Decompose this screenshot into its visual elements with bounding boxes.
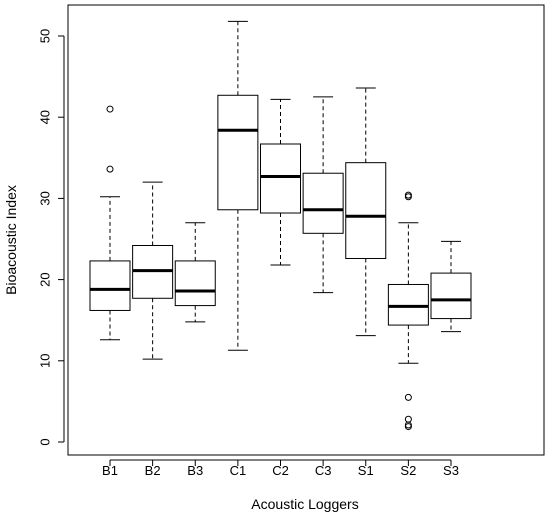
y-tick-label: 10 <box>38 354 53 368</box>
x-tick-label: C1 <box>230 463 247 478</box>
outlier-point <box>106 165 114 173</box>
box-s3 <box>430 272 472 320</box>
x-tick-label: C2 <box>272 463 289 478</box>
box-c1 <box>217 94 259 211</box>
x-tick-label: S2 <box>400 463 416 478</box>
outlier-point <box>404 423 412 431</box>
box-c3 <box>302 172 344 234</box>
outlier-point <box>106 105 114 113</box>
y-tick-label: 0 <box>38 438 53 445</box>
box-c2 <box>260 143 301 214</box>
box-b3 <box>174 260 216 307</box>
x-tick-label: B3 <box>187 463 203 478</box>
x-tick-label: S3 <box>443 463 459 478</box>
y-tick-label: 40 <box>38 110 53 124</box>
plot-area: 0 10 20 30 40 50 B1 B2 B3 C1 C2 C3 S1 S2 S3 <box>38 4 545 478</box>
y-axis-title: Bioacoustic Index <box>3 185 19 295</box>
x-tick-label: C3 <box>315 463 332 478</box>
box-b1 <box>89 260 131 311</box>
outlier-point <box>404 415 412 423</box>
box-s1 <box>345 162 387 259</box>
box-s2 <box>387 283 429 326</box>
x-tick-label: B2 <box>145 463 161 478</box>
y-tick-label: 20 <box>38 272 53 286</box>
x-tick-label: B1 <box>102 463 118 478</box>
x-tick-label: S1 <box>358 463 374 478</box>
x-axis-title: Acoustic Loggers <box>251 496 358 512</box>
outlier-point <box>404 393 412 401</box>
outlier-point <box>404 191 412 199</box>
y-tick-label: 50 <box>38 29 53 43</box>
plot-frame <box>67 4 545 456</box>
y-tick-label: 30 <box>38 191 53 205</box>
